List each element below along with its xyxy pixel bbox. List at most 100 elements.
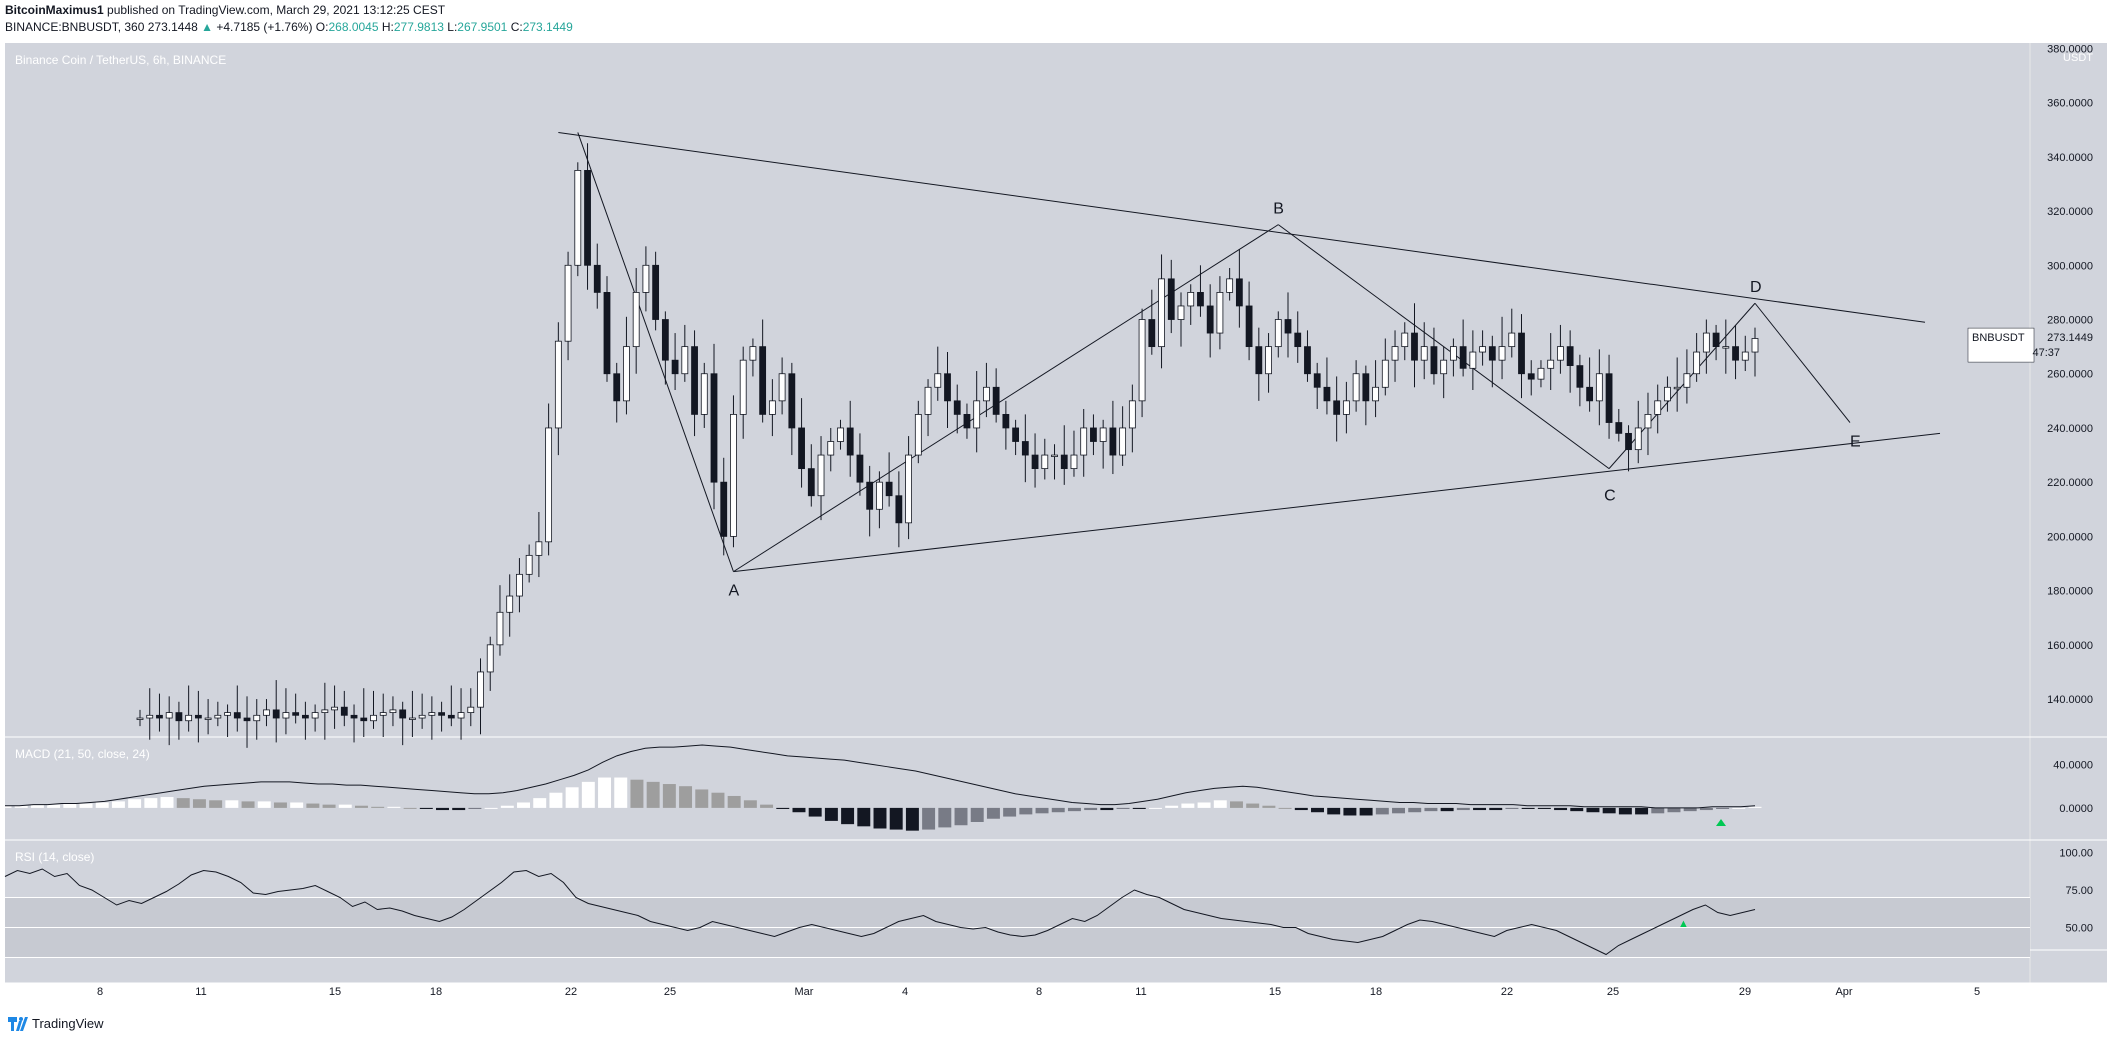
- candle-body: [1167, 278, 1175, 320]
- macd-histogram-bar: [47, 804, 61, 808]
- candle-body: [1158, 278, 1165, 348]
- macd-histogram-bar: [598, 777, 612, 808]
- tradingview-brand: TradingView: [32, 1016, 104, 1031]
- macd-histogram-bar: [565, 787, 579, 808]
- macd-histogram-bar: [662, 784, 676, 808]
- time-tick-label: 8: [1036, 986, 1042, 998]
- candle-body: [1060, 454, 1068, 470]
- macd-histogram-bar: [0, 805, 12, 808]
- candle-body: [1372, 386, 1379, 402]
- macd-histogram-bar: [1440, 807, 1454, 812]
- candle-body: [1391, 346, 1399, 361]
- candle-body: [1615, 422, 1623, 434]
- time-tick-label: 29: [1739, 986, 1751, 998]
- macd-histogram-bar: [176, 798, 190, 808]
- price-tick-label: 180.0000: [2047, 586, 2093, 598]
- candle-body: [1498, 346, 1506, 361]
- candle-body: [438, 712, 445, 716]
- macd-histogram-bar: [841, 807, 855, 825]
- candle-body: [1109, 427, 1117, 456]
- candle-body: [409, 717, 416, 720]
- symbol-info: BINANCE:BNBUSDT, 360: [5, 20, 145, 34]
- macd-histogram-bar: [938, 807, 952, 828]
- macd-histogram-bar: [1165, 805, 1179, 808]
- candle-body: [1683, 373, 1691, 388]
- candle-body: [1080, 427, 1088, 456]
- macd-histogram-bar: [922, 807, 936, 830]
- tradingview-footer[interactable]: TradingView: [8, 1016, 104, 1031]
- candle-body: [301, 714, 309, 719]
- candle-body: [1557, 346, 1564, 361]
- wave-segment: [1754, 302, 1851, 423]
- candle-body: [973, 400, 981, 429]
- price-tick-label: 160.0000: [2047, 640, 2093, 652]
- macd-histogram-bar: [290, 802, 304, 808]
- macd-histogram-bar: [1505, 807, 1519, 809]
- macd-histogram-bar: [1051, 807, 1065, 813]
- wave-segment: [577, 132, 734, 572]
- time-tick-label: 8: [97, 986, 103, 998]
- candle-body: [1430, 346, 1438, 375]
- candle-body: [457, 712, 465, 719]
- macd-histogram-bar: [1359, 807, 1373, 816]
- candle-body: [749, 346, 757, 361]
- macd-histogram-bar: [1019, 807, 1033, 815]
- candle-body: [1702, 332, 1710, 353]
- price-tick-label: 340.0000: [2047, 152, 2093, 164]
- macd-histogram-bar: [1181, 803, 1195, 808]
- candle-body: [1090, 427, 1097, 442]
- macd-histogram-bar: [322, 804, 336, 808]
- candle-body: [1518, 332, 1525, 375]
- candle-body: [185, 714, 193, 722]
- macd-histogram-bar: [1586, 807, 1600, 813]
- macd-histogram-bar: [889, 807, 903, 830]
- candle-body: [340, 706, 348, 716]
- macd-histogram-bar: [257, 801, 271, 808]
- candle-body: [224, 712, 231, 716]
- candle-body: [1099, 427, 1107, 442]
- macd-histogram-bar: [1375, 807, 1389, 815]
- rsi-tick-label: 50.00: [2065, 923, 2093, 935]
- macd-histogram-bar: [533, 798, 547, 808]
- candle-body: [1284, 319, 1292, 334]
- candle-body: [1313, 373, 1321, 388]
- macd-histogram-bar: [500, 805, 514, 808]
- time-tick-label: 15: [329, 986, 341, 998]
- candle-body: [1031, 454, 1039, 470]
- candle-body: [1664, 386, 1671, 402]
- macd-histogram-bar: [954, 807, 968, 826]
- time-tick-label: 11: [195, 986, 206, 998]
- candle-body: [934, 373, 942, 388]
- candle-body: [1235, 278, 1243, 307]
- candle-body: [1177, 305, 1185, 320]
- wave-label-c: C: [1604, 488, 1616, 505]
- candle-body: [1527, 373, 1535, 380]
- publish-text: published on TradingView.com, March 29, …: [107, 3, 446, 17]
- high-value: 277.9813: [393, 20, 444, 34]
- candle-body: [837, 427, 844, 442]
- candle-body: [807, 468, 815, 497]
- candle-body: [895, 495, 903, 524]
- macd-histogram-bar: [160, 797, 174, 808]
- macd-histogram-bar: [760, 804, 774, 808]
- author-name[interactable]: BitcoinMaximus1: [5, 3, 104, 17]
- candle-body: [292, 712, 300, 716]
- candle-body: [1450, 346, 1457, 361]
- candle-body: [642, 264, 650, 293]
- macd-histogram-bar: [1230, 801, 1243, 808]
- macd-histogram-bar: [306, 803, 320, 808]
- candle-body: [1226, 278, 1234, 293]
- candle-body: [1021, 441, 1029, 456]
- candle-body: [827, 441, 835, 456]
- pane-background: [5, 43, 2030, 983]
- macd-histogram-bar: [1116, 807, 1130, 809]
- macd-histogram-bar: [79, 803, 93, 808]
- candle-body: [1586, 386, 1594, 402]
- macd-histogram-bar: [1521, 807, 1535, 809]
- macd-histogram-bar: [549, 792, 563, 808]
- candle-body: [194, 714, 202, 719]
- candle-body: [311, 712, 319, 719]
- lower-trendline: [733, 432, 1941, 573]
- candle-body: [1070, 454, 1078, 470]
